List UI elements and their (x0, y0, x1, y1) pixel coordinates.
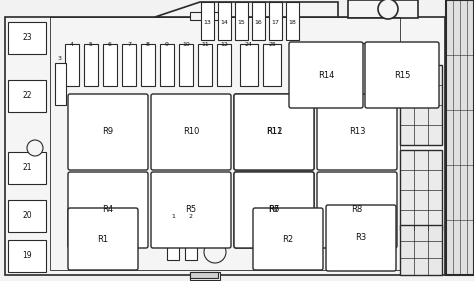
Text: R3: R3 (356, 234, 366, 243)
Text: 6: 6 (108, 42, 112, 46)
Text: R11: R11 (266, 128, 282, 137)
Text: 23: 23 (22, 33, 32, 42)
FancyBboxPatch shape (234, 172, 314, 248)
Text: 8: 8 (146, 42, 150, 46)
Bar (50, 17, 400, 270)
Bar (348, 0, 418, 18)
Text: 5: 5 (89, 42, 93, 46)
Text: 7: 7 (127, 42, 131, 46)
Bar (8, 152, 46, 184)
Text: 11: 11 (201, 42, 209, 46)
Bar (286, 2, 299, 40)
FancyBboxPatch shape (68, 172, 148, 248)
Bar (190, 272, 220, 280)
FancyBboxPatch shape (234, 172, 314, 248)
Text: R6: R6 (268, 205, 280, 214)
FancyBboxPatch shape (289, 42, 363, 108)
Text: R7: R7 (268, 205, 280, 214)
Bar (65, 44, 79, 86)
Circle shape (27, 140, 43, 156)
Text: 25: 25 (268, 42, 276, 46)
Text: 22: 22 (22, 92, 32, 101)
Bar (185, 222, 197, 260)
Bar (400, 65, 442, 145)
Text: 1: 1 (171, 214, 175, 219)
Bar (190, 12, 220, 20)
Bar (160, 44, 174, 86)
Bar (55, 63, 66, 105)
Bar (269, 2, 282, 40)
Text: 12: 12 (220, 42, 228, 46)
Text: 19: 19 (22, 251, 32, 260)
Text: 24: 24 (245, 42, 253, 46)
Bar (190, 272, 218, 278)
Text: 15: 15 (237, 19, 246, 24)
Text: 17: 17 (272, 19, 280, 24)
Text: 14: 14 (220, 19, 228, 24)
Bar (122, 44, 136, 86)
Text: R5: R5 (185, 205, 197, 214)
Bar (167, 222, 179, 260)
Bar (8, 80, 46, 112)
Text: 4: 4 (70, 42, 74, 46)
Circle shape (378, 0, 398, 19)
Bar (103, 44, 117, 86)
Text: R1: R1 (98, 235, 109, 244)
Bar (218, 2, 231, 40)
FancyBboxPatch shape (365, 42, 439, 108)
Bar (8, 200, 46, 232)
Bar (84, 44, 98, 86)
Bar (8, 240, 46, 272)
Bar (446, 0, 474, 275)
FancyBboxPatch shape (317, 94, 397, 170)
Text: 13: 13 (203, 19, 211, 24)
Polygon shape (155, 2, 338, 17)
Text: 3: 3 (58, 56, 62, 60)
Bar (263, 44, 281, 86)
Text: R15: R15 (394, 71, 410, 80)
Text: 9: 9 (165, 42, 169, 46)
Text: 18: 18 (289, 19, 296, 24)
Bar (141, 44, 155, 86)
Bar (217, 44, 231, 86)
Text: R8: R8 (351, 205, 363, 214)
Text: R4: R4 (102, 205, 114, 214)
Circle shape (204, 241, 226, 263)
FancyBboxPatch shape (326, 205, 396, 271)
Bar (240, 44, 258, 86)
Bar (235, 2, 248, 40)
Text: R13: R13 (349, 128, 365, 137)
FancyBboxPatch shape (68, 94, 148, 170)
Bar (201, 2, 214, 40)
Bar (198, 44, 212, 86)
Bar (400, 150, 442, 230)
FancyBboxPatch shape (317, 172, 397, 248)
Text: R2: R2 (283, 235, 293, 244)
Bar (252, 2, 265, 40)
FancyBboxPatch shape (151, 94, 231, 170)
FancyBboxPatch shape (234, 94, 314, 170)
Text: 2: 2 (189, 214, 193, 219)
Text: 21: 21 (22, 164, 32, 173)
Text: 20: 20 (22, 212, 32, 221)
Bar (8, 22, 46, 54)
Text: R12: R12 (266, 128, 282, 137)
FancyBboxPatch shape (68, 208, 138, 270)
FancyBboxPatch shape (151, 172, 231, 248)
Bar (400, 225, 442, 275)
Text: 10: 10 (182, 42, 190, 46)
Text: 16: 16 (255, 19, 263, 24)
Text: R14: R14 (318, 71, 334, 80)
FancyBboxPatch shape (253, 208, 323, 270)
FancyBboxPatch shape (234, 94, 314, 170)
Bar (179, 44, 193, 86)
Text: R10: R10 (183, 128, 199, 137)
Text: R9: R9 (102, 128, 114, 137)
